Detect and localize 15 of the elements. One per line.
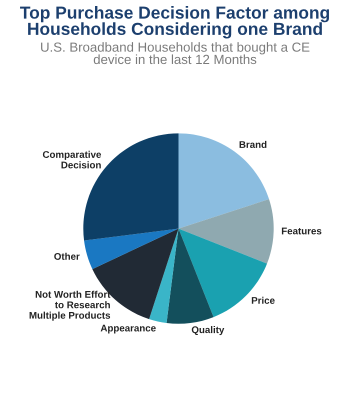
slice-label: Quality xyxy=(192,326,224,336)
pie-slice xyxy=(178,199,274,264)
slice-label: Comparative Decision xyxy=(42,150,102,168)
pie-slice xyxy=(166,228,214,324)
slice-label: Not Worth Effort to Research Multiple Products xyxy=(30,290,110,321)
slice-label: Other xyxy=(54,252,80,260)
slice-label: Price xyxy=(252,296,275,304)
pie-slice xyxy=(84,228,178,270)
slice-label: Appearance xyxy=(100,324,156,334)
chart-subtitle: U.S. Broadband Households that bought a CE device in the last 12 Months xyxy=(41,42,310,64)
pie-slice xyxy=(178,133,270,229)
slice-label: Brand xyxy=(240,140,266,148)
chart-title: Top Purchase Decision Factor among Households Considering one Brand xyxy=(20,6,330,39)
slice-label: Features xyxy=(282,228,322,234)
pie-slice xyxy=(149,228,178,324)
